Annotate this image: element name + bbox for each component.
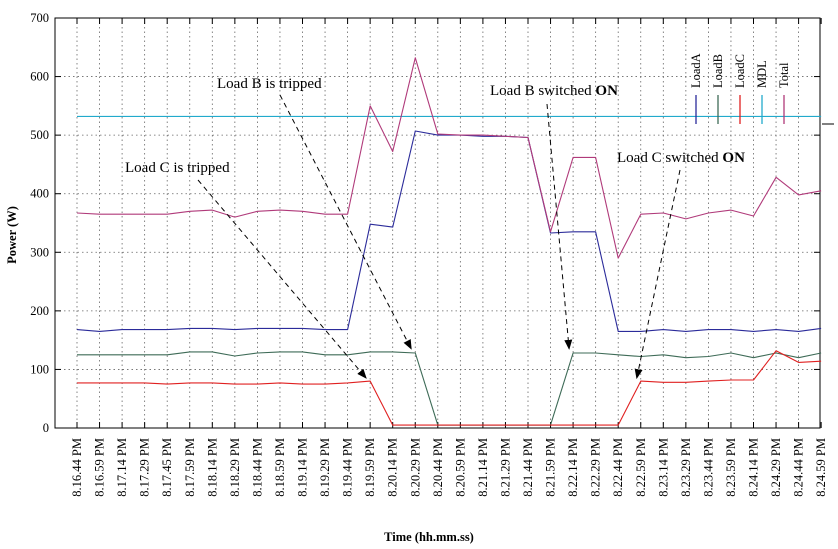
y-tick-label: 600: [30, 70, 49, 84]
y-tick-label: 300: [30, 245, 49, 259]
x-tick-label: 8.17.59 PM: [183, 438, 197, 497]
legend-label-total: Total: [777, 62, 791, 88]
annotations: Load B is tripped Load B switched ON Load …: [125, 76, 745, 380]
legend-label-mdl: MDL: [755, 60, 769, 88]
x-tick-label: 8.22.14 PM: [566, 438, 580, 497]
y-tick-label: 400: [30, 187, 49, 201]
y-tick-label: 500: [30, 128, 49, 142]
annotation-load-b-on: Load B switched ON: [490, 83, 618, 99]
x-tick-label: 8.18.44 PM: [250, 438, 264, 497]
x-tick-label: 8.18.29 PM: [228, 438, 242, 497]
x-tick-label: 8.23.44 PM: [701, 438, 715, 497]
x-tick-label: 8.19.59 PM: [363, 438, 377, 497]
annotation-load-b-tripped: Load B is tripped: [217, 76, 322, 92]
x-tick-label: 8.17.45 PM: [160, 438, 174, 497]
legend-label-loadc: LoadC: [733, 54, 747, 88]
x-tick-label: 8.17.14 PM: [115, 438, 129, 497]
series-line-loadc: [77, 350, 822, 426]
x-tick-label: 8.19.14 PM: [296, 438, 310, 497]
annotation-load-c-on: Load C switched ON: [617, 150, 745, 166]
x-tick-label: 8.22.44 PM: [611, 438, 625, 497]
legend: LoadA LoadB LoadC MDL Total: [689, 53, 834, 125]
x-tick-label: 8.21.44 PM: [521, 438, 535, 497]
x-tick-label: 8.21.59 PM: [544, 438, 558, 497]
x-tick-label: 8.21.29 PM: [498, 438, 512, 497]
x-tick-label: 8.17.29 PM: [138, 438, 152, 497]
plot-frame: [54, 17, 821, 429]
x-tick-label: 8.16.59 PM: [93, 438, 107, 497]
x-tick-label: 8.23.29 PM: [679, 438, 693, 497]
series-line-total: [76, 57, 822, 259]
annotation-arrow-load-b-on: [546, 103, 573, 350]
x-tick-label: 8.24.44 PM: [792, 438, 806, 497]
y-axis: 0 100 200 300 400 500 600 700: [30, 11, 820, 435]
x-tick-label: 8.24.14 PM: [747, 438, 761, 497]
series-line-loadb: [77, 351, 822, 426]
x-tick-label: 8.18.14 PM: [205, 438, 219, 497]
x-tick-label: 8.18.59 PM: [273, 438, 287, 497]
x-tick-label: 8.20.14 PM: [386, 438, 400, 497]
x-tick-label: 8.20.59 PM: [453, 438, 467, 497]
y-tick-label: 200: [30, 304, 49, 318]
annotation-arrow-load-b-tripped: [279, 94, 412, 350]
x-tick-label: 8.23.14 PM: [656, 438, 670, 497]
x-tick-label: 8.22.59 PM: [634, 438, 648, 497]
x-tick-label: 8.21.14 PM: [476, 438, 490, 497]
x-tick-label: 8.24.59 PM: [814, 438, 828, 497]
grid: [55, 18, 820, 428]
series-lines: [76, 57, 822, 426]
y-tick-label: 0: [43, 421, 49, 435]
x-tick-label: 8.23.59 PM: [724, 438, 738, 497]
x-axis: 8.16.44 PM 8.16.59 PM 8.17.14 PM 8.17.29 PM…: [70, 18, 828, 497]
x-tick-label: 8.20.44 PM: [431, 438, 445, 497]
y-tick-label: 100: [30, 362, 49, 376]
annotation-arrow-load-c-on: [634, 169, 681, 380]
legend-label-loada: LoadA: [689, 53, 703, 88]
x-tick-label: 8.16.44 PM: [70, 438, 84, 497]
x-tick-label: 8.24.29 PM: [769, 438, 783, 497]
x-tick-label: 8.20.29 PM: [408, 438, 422, 497]
plot-border: [54, 17, 821, 429]
x-tick-label: 8.19.44 PM: [341, 438, 355, 497]
annotation-arrow-load-c-tripped: [197, 179, 367, 379]
y-axis-label: Power (W): [5, 206, 19, 264]
legend-label-loadb: LoadB: [711, 54, 725, 88]
annotation-load-c-tripped: Load C is tripped: [125, 160, 230, 176]
x-axis-label: Time (hh.mm.ss): [384, 530, 474, 544]
x-tick-label: 8.22.29 PM: [589, 438, 603, 497]
x-tick-label: 8.19.29 PM: [318, 438, 332, 497]
y-tick-label: 700: [30, 11, 49, 25]
